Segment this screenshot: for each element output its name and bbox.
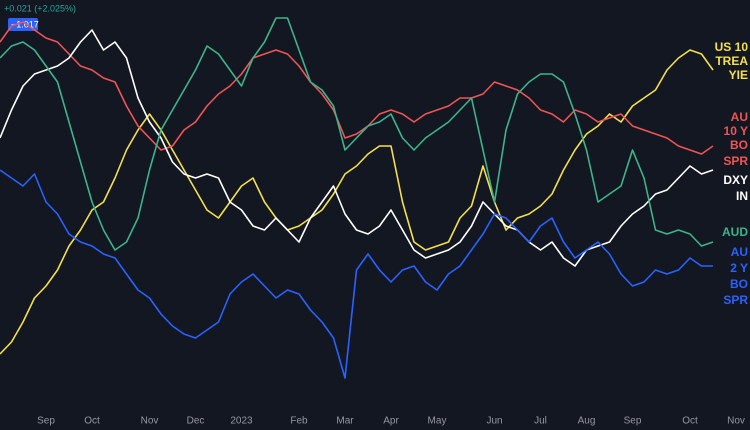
x-tick-label: 2023 <box>230 416 253 427</box>
x-tick-label: Sep <box>37 416 55 427</box>
x-tick-label: Jul <box>534 416 547 427</box>
series-line <box>0 169 713 379</box>
x-tick-label: Oct <box>84 416 100 427</box>
series-line <box>0 49 714 355</box>
x-tick-label: Sep <box>624 416 642 427</box>
series-label: AU <box>731 245 748 259</box>
series-label: AU <box>731 110 748 124</box>
series-label: SPR <box>723 154 748 168</box>
series-line <box>0 21 714 155</box>
x-tick-label: Feb <box>290 416 308 427</box>
series-label: US 10 <box>715 40 749 54</box>
x-tick-label: Apr <box>383 416 399 427</box>
series-label: 10 Y <box>724 124 748 138</box>
x-tick-label: Nov <box>141 416 159 427</box>
x-tick-label: Aug <box>578 416 596 427</box>
x-tick-label: Jun <box>486 416 502 427</box>
series-label: BO <box>730 277 748 291</box>
x-tick-label: May <box>428 416 447 427</box>
x-tick-label: Oct <box>682 416 698 427</box>
series-label: 2 Y <box>730 261 748 275</box>
header-value: −1.017 <box>11 19 39 29</box>
series-label: IN <box>736 189 748 203</box>
series-label: DXY <box>723 173 748 187</box>
series-label: AUD <box>722 225 748 239</box>
header-change: +0.021 (+2.025%) <box>4 3 76 13</box>
x-tick-label: Nov <box>727 416 745 427</box>
x-tick-label: Mar <box>336 416 354 427</box>
series-label: SPR <box>723 293 748 307</box>
series-label: TREA <box>715 54 748 68</box>
series-label: BO <box>730 138 748 152</box>
series-line <box>0 29 714 267</box>
x-tick-label: Dec <box>187 416 205 427</box>
series-label: YIE <box>729 68 748 82</box>
series-line <box>0 17 714 251</box>
